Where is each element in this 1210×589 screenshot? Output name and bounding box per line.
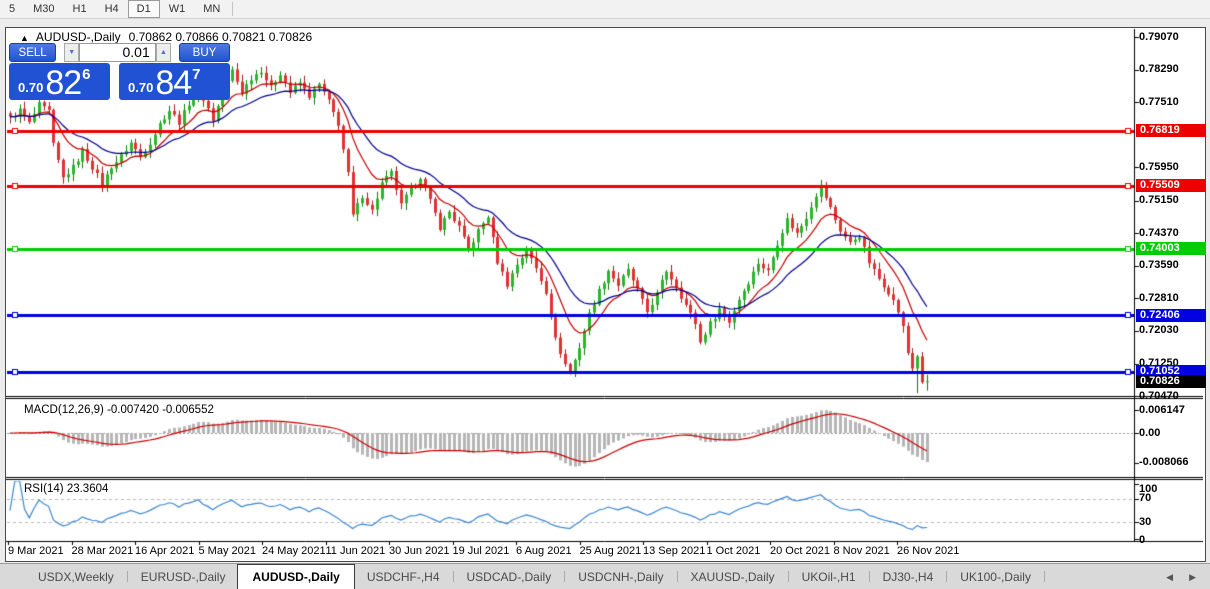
bid-price-big: 82 [45,64,82,102]
ask-price-big: 84 [155,64,192,102]
tab-separator [787,571,789,582]
one-click-trading-panel: SELL ▼ 0.01 ▲ BUY 0.70 82 6 0.70 84 7 [9,43,231,100]
chart-tab-usdchf-h4[interactable]: USDCHF-,H4 [366,569,440,584]
buy-button[interactable]: BUY [178,43,231,62]
rsi-indicator-label: RSI(14) 23.3604 [24,483,109,495]
lot-size-input[interactable]: 0.01 [79,43,156,62]
timeframe-toolbar: 5 M30 H1 H4 D1 W1 MN [0,0,1210,19]
chart-tab-xauusd-daily[interactable]: XAUUSD-,Daily [690,569,775,584]
bid-price-sup: 6 [82,66,91,83]
macd-indicator-label: MACD(12,26,9) -0.007420 -0.006552 [24,404,214,416]
timeframe-button-m30[interactable]: M30 [33,3,55,15]
tab-separator [452,571,454,582]
tab-scroll-left-button[interactable]: ◀ [1166,571,1174,582]
timeframe-button-h1[interactable]: H1 [72,3,87,15]
chart-tab-usdx-weekly[interactable]: USDX,Weekly [38,569,114,584]
chart-tab-usdcnh-daily[interactable]: USDCNH-,Daily [578,569,664,584]
timeframe-button-5[interactable]: 5 [9,3,16,15]
tab-separator [564,571,566,582]
tab-separator [868,571,870,582]
chart-title: ▲ AUDUSD-,Daily 0.70862 0.70866 0.70821 0.… [20,30,312,44]
chart-tab-dj30-h4[interactable]: DJ30-,H4 [882,569,934,584]
chart-canvas[interactable] [6,28,1203,559]
chevron-up-icon: ▲ [160,49,167,56]
tab-separator [946,571,948,582]
timeframe-button-d1[interactable]: D1 [127,0,160,18]
ask-price-prefix: 0.70 [128,80,154,95]
tab-separator [1043,571,1045,582]
tab-separator [676,571,678,582]
bid-price-prefix: 0.70 [18,80,44,95]
timeframe-button-mn[interactable]: MN [203,3,221,15]
sell-button[interactable]: SELL [9,43,57,62]
chart-tab-audusd-daily[interactable]: AUDUSD-,Daily [237,564,355,589]
chart-window: ▲ AUDUSD-,Daily 0.70862 0.70866 0.70821 0.… [5,27,1206,562]
chart-tab-usdcad-daily[interactable]: USDCAD-,Daily [466,569,552,584]
lot-increase-button[interactable]: ▲ [155,43,172,62]
chart-symbol-period: AUDUSD-,Daily [35,30,121,44]
bid-price[interactable]: 0.70 82 6 [9,63,110,100]
timeframe-button-h4[interactable]: H4 [104,3,119,15]
toolbar-separator [232,2,234,16]
tab-scroll-right-button[interactable]: ▶ [1189,571,1196,582]
chevron-down-icon: ▼ [68,49,76,56]
chart-tab-ukoil-h1[interactable]: UKOil-,H1 [801,569,856,584]
chart-tab-bar: USDX,Weekly EURUSD-,Daily AUDUSD-,Daily USD… [0,563,1210,589]
chart-tab-uk100-daily[interactable]: UK100-,Daily [960,569,1031,584]
collapse-panel-icon[interactable]: ▲ [20,33,29,43]
ask-price[interactable]: 0.70 84 7 [119,63,230,100]
chart-ohlc-values: 0.70862 0.70866 0.70821 0.70826 [128,30,313,44]
tab-separator [126,571,128,582]
lot-decrease-button[interactable]: ▼ [63,43,80,62]
chart-tab-eurusd-daily[interactable]: EURUSD-,Daily [140,569,226,584]
ask-price-sup: 7 [192,66,201,83]
timeframe-button-w1[interactable]: W1 [168,3,186,15]
